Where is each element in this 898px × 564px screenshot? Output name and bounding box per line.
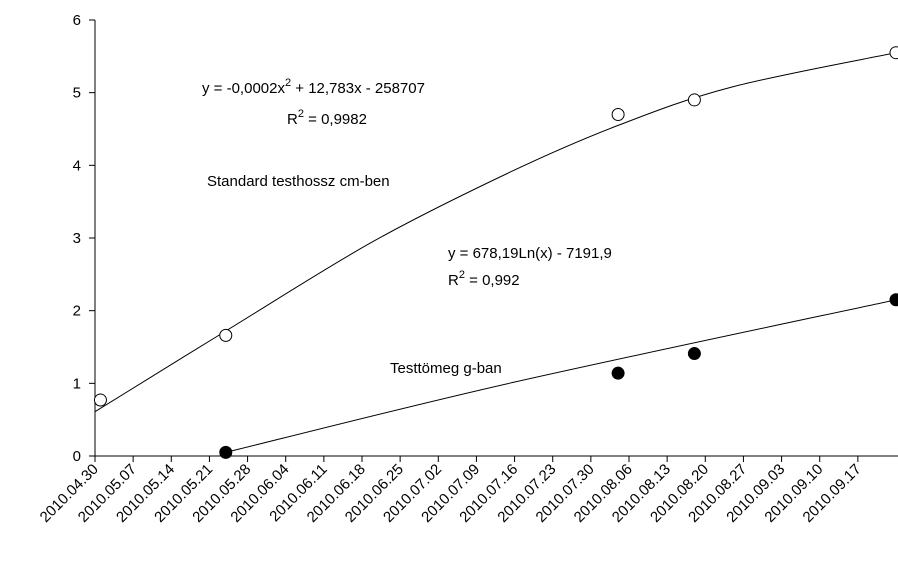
- data-point-testtomeg: [687, 347, 701, 361]
- equation-standard-testhossz: y = -0,0002x2 + 12,783x - 258707: [202, 77, 425, 97]
- series-label-testtomeg: Testtömeg g-ban: [390, 360, 502, 377]
- y-tick-label: 4: [73, 157, 81, 174]
- data-point-standard-testhossz: [93, 393, 107, 407]
- y-tick-label: 3: [73, 230, 81, 247]
- data-point-testtomeg: [611, 366, 625, 380]
- data-point-testtomeg: [219, 445, 233, 459]
- y-tick-label: 5: [73, 85, 81, 102]
- x-axis: 2010.04.302010.05.072010.05.142010.05.21…: [37, 455, 898, 526]
- y-axis: 0 1 2 3 4 5 6: [73, 12, 96, 465]
- y-tick-label: 6: [73, 12, 81, 29]
- y-tick-label: 2: [73, 303, 81, 320]
- data-point-testtomeg: [889, 293, 898, 307]
- data-point-standard-testhossz: [889, 46, 898, 60]
- y-tick-label: 1: [73, 375, 81, 392]
- r2-standard-testhossz: R2 = 0,9982: [287, 108, 367, 128]
- r2-testtomeg: R2 = 0,992: [448, 269, 520, 289]
- trendline-standard-testhossz: [94, 52, 897, 413]
- data-point-standard-testhossz: [219, 328, 233, 342]
- data-point-standard-testhossz: [687, 93, 701, 107]
- data-point-standard-testhossz: [611, 107, 625, 121]
- series-label-standard-testhossz: Standard testhossz cm-ben: [207, 173, 390, 190]
- y-tick-label: 0: [73, 448, 81, 465]
- equation-testtomeg: y = 678,19Ln(x) - 7191,9: [448, 245, 612, 262]
- trendline-testtomeg: [225, 299, 897, 453]
